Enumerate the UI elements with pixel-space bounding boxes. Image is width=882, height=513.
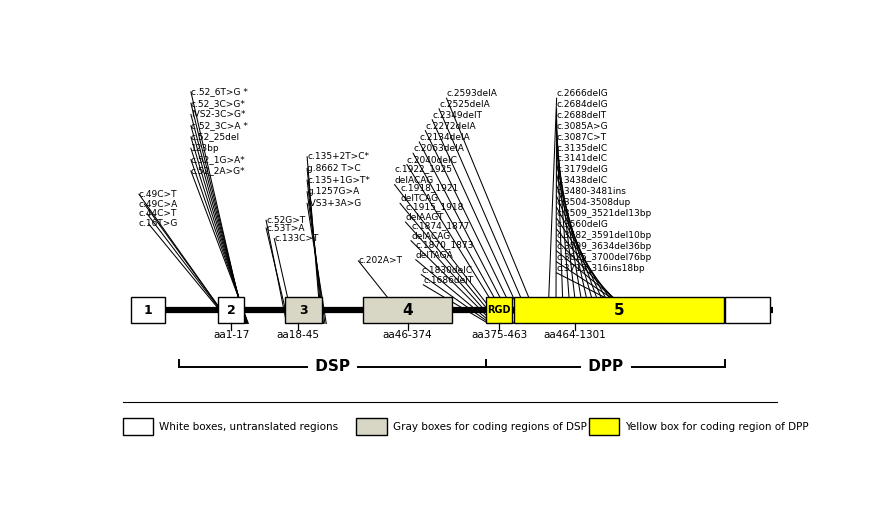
Text: c.1830delC: c.1830delC xyxy=(422,266,473,274)
Bar xyxy=(356,418,387,435)
Text: c.3504-3508dup: c.3504-3508dup xyxy=(557,198,631,207)
Text: c.2666delG: c.2666delG xyxy=(557,89,609,98)
Text: c.3087C>T: c.3087C>T xyxy=(557,133,607,142)
Text: Yellow box for coding region of DPP: Yellow box for coding region of DPP xyxy=(625,422,809,431)
Text: aa464-1301: aa464-1301 xyxy=(543,330,607,341)
Text: c.2040delC: c.2040delC xyxy=(407,155,458,165)
Text: g.1257G>A: g.1257G>A xyxy=(307,187,359,196)
Text: White boxes, untranslated regions: White boxes, untranslated regions xyxy=(159,422,338,431)
Text: IVS3+3A>G: IVS3+3A>G xyxy=(307,199,362,208)
Text: c.3141delC: c.3141delC xyxy=(557,154,608,164)
Text: c.52_25del: c.52_25del xyxy=(191,132,240,142)
Text: c.52_1G>A*: c.52_1G>A* xyxy=(191,155,246,164)
Text: c.3560delG: c.3560delG xyxy=(557,220,609,229)
Bar xyxy=(123,418,153,435)
Text: c.3625_3700del76bp: c.3625_3700del76bp xyxy=(557,253,652,262)
Text: c.3438delC: c.3438delC xyxy=(557,176,608,185)
Text: c.2272delA: c.2272delA xyxy=(425,122,476,131)
Text: c.3509_3521del13bp: c.3509_3521del13bp xyxy=(557,209,652,218)
Text: c.2688delT: c.2688delT xyxy=(557,111,607,120)
Text: c.3480-3481ins: c.3480-3481ins xyxy=(557,187,626,196)
Text: aa1-17: aa1-17 xyxy=(213,330,250,341)
Text: IVS2-3C>G*: IVS2-3C>G* xyxy=(191,110,245,119)
Text: c.1918_1921
delTCAG: c.1918_1921 delTCAG xyxy=(400,183,459,203)
Text: c.1922_1925
delACAG: c.1922_1925 delACAG xyxy=(394,165,452,185)
Text: c.49C>T: c.49C>T xyxy=(139,190,177,199)
Text: c.133C>T: c.133C>T xyxy=(274,234,318,243)
Bar xyxy=(486,297,512,323)
Bar xyxy=(589,418,619,435)
Text: c.2134delA: c.2134delA xyxy=(419,133,470,142)
Bar xyxy=(363,297,452,323)
Bar xyxy=(726,297,770,323)
Text: DPP: DPP xyxy=(583,359,629,374)
Text: 4: 4 xyxy=(402,303,413,318)
Text: c.3135delC: c.3135delC xyxy=(557,144,608,152)
Text: c.3715_316ins18bp: c.3715_316ins18bp xyxy=(557,264,646,273)
Text: c.52_3C>A *: c.52_3C>A * xyxy=(191,121,248,130)
Bar xyxy=(131,297,165,323)
Text: aa18-45: aa18-45 xyxy=(276,330,319,341)
Bar xyxy=(513,297,724,323)
Text: c.135+1G>T*: c.135+1G>T* xyxy=(307,175,370,185)
Text: DSP: DSP xyxy=(310,359,355,374)
Text: c.44C>T: c.44C>T xyxy=(139,209,177,219)
Text: c.3599_3634del36bp: c.3599_3634del36bp xyxy=(557,242,652,251)
Text: c.3179delG: c.3179delG xyxy=(557,165,609,174)
Text: c.3582_3591del10bp: c.3582_3591del10bp xyxy=(557,231,652,240)
Text: c.135+2T>C*: c.135+2T>C* xyxy=(307,152,369,161)
Text: c.1870_1873
delTAGA: c.1870_1873 delTAGA xyxy=(415,240,475,260)
Text: c.2684delG: c.2684delG xyxy=(557,100,609,109)
Text: c.202A>T: c.202A>T xyxy=(358,256,402,265)
Bar xyxy=(285,297,322,323)
Text: c.52_3C>G*: c.52_3C>G* xyxy=(191,98,246,108)
Text: c.53T>A: c.53T>A xyxy=(266,224,304,232)
Text: Gray boxes for coding regions of DSP: Gray boxes for coding regions of DSP xyxy=(392,422,587,431)
Text: g.8662 T>C: g.8662 T>C xyxy=(307,164,361,173)
Text: c.2525delA: c.2525delA xyxy=(439,100,490,109)
Bar xyxy=(218,297,244,323)
Text: c.1915_1918
delAAGT: c.1915_1918 delAAGT xyxy=(406,202,464,222)
Text: aa46-374: aa46-374 xyxy=(383,330,432,341)
Text: aa375-463: aa375-463 xyxy=(471,330,527,341)
Text: c.1686delT: c.1686delT xyxy=(423,276,474,285)
Text: RGD: RGD xyxy=(488,305,511,315)
Text: c.3085A>G: c.3085A>G xyxy=(557,122,609,131)
Text: c.2593delA: c.2593delA xyxy=(446,89,497,98)
Text: c.2349delT: c.2349delT xyxy=(432,111,482,120)
Text: c.49C>A: c.49C>A xyxy=(139,200,178,209)
Text: 5: 5 xyxy=(614,303,624,318)
Text: c.52_6T>G *: c.52_6T>G * xyxy=(191,87,248,96)
Text: c.1874_1877
delACAG: c.1874_1877 delACAG xyxy=(411,221,469,241)
Text: 123bp: 123bp xyxy=(191,144,220,153)
Text: c.52_2A>G*: c.52_2A>G* xyxy=(191,166,245,175)
Text: 2: 2 xyxy=(227,304,235,317)
Text: c.16T>G: c.16T>G xyxy=(139,219,178,228)
Text: 1: 1 xyxy=(144,304,153,317)
Text: 3: 3 xyxy=(299,304,308,317)
Text: c.52G>T: c.52G>T xyxy=(266,216,305,225)
Text: c.2063delA: c.2063delA xyxy=(413,144,464,153)
